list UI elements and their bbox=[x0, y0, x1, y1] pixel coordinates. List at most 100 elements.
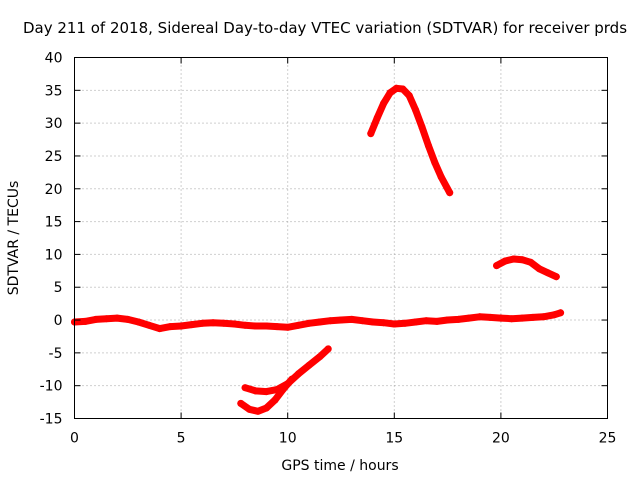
data-point bbox=[177, 322, 185, 330]
data-point bbox=[81, 317, 89, 325]
data-point bbox=[294, 321, 302, 329]
y-tick-label: 15 bbox=[45, 215, 63, 231]
data-point bbox=[431, 159, 439, 166]
data-point bbox=[552, 273, 560, 281]
data-point bbox=[493, 262, 501, 270]
data-point bbox=[497, 314, 505, 322]
data-point bbox=[527, 258, 535, 266]
x-tick-label: 15 bbox=[385, 431, 403, 447]
y-tick-label: 5 bbox=[54, 280, 63, 296]
data-point bbox=[198, 319, 206, 327]
data-point bbox=[518, 314, 526, 322]
data-point bbox=[405, 92, 413, 100]
x-axis-label: GPS time / hours bbox=[281, 458, 398, 474]
data-point bbox=[284, 323, 292, 331]
data-series bbox=[71, 84, 565, 415]
grid-lines bbox=[74, 57, 608, 419]
y-tick-label: 20 bbox=[45, 182, 63, 198]
data-point bbox=[92, 315, 100, 323]
data-point bbox=[422, 317, 430, 325]
data-point bbox=[510, 255, 518, 263]
chart-title: Day 211 of 2018, Sidereal Day-to-day VTE… bbox=[23, 19, 627, 37]
data-point bbox=[424, 142, 432, 149]
data-point bbox=[324, 345, 332, 353]
data-point bbox=[273, 323, 281, 331]
data-point bbox=[237, 399, 245, 407]
data-point bbox=[348, 315, 356, 323]
data-point bbox=[535, 265, 543, 273]
data-point bbox=[476, 313, 484, 321]
data-point bbox=[412, 318, 420, 326]
data-point bbox=[252, 387, 260, 395]
data-point bbox=[220, 319, 228, 327]
data-point bbox=[337, 316, 345, 324]
data-point bbox=[369, 318, 377, 326]
data-point bbox=[188, 321, 196, 329]
data-point bbox=[156, 325, 164, 333]
data-point bbox=[316, 353, 324, 361]
data-point bbox=[437, 173, 445, 181]
data-point bbox=[544, 269, 552, 277]
x-tick-label: 10 bbox=[279, 431, 297, 447]
data-point bbox=[326, 317, 334, 325]
data-point bbox=[380, 319, 388, 327]
x-tick-label: 5 bbox=[177, 431, 186, 447]
data-point bbox=[209, 319, 217, 327]
data-point bbox=[399, 85, 407, 93]
y-tick-label: -5 bbox=[49, 346, 63, 362]
plot-frame bbox=[74, 57, 608, 419]
data-point bbox=[501, 257, 509, 265]
data-point bbox=[241, 384, 249, 392]
data-point bbox=[508, 315, 516, 323]
data-point bbox=[103, 315, 110, 323]
data-point bbox=[465, 314, 473, 322]
data-point bbox=[166, 323, 174, 331]
data-point bbox=[241, 321, 249, 329]
data-point bbox=[262, 388, 270, 396]
y-axis-label: SDTVAR / TECUs bbox=[6, 181, 22, 296]
data-point bbox=[316, 318, 324, 326]
data-point bbox=[390, 320, 398, 328]
data-point bbox=[271, 396, 279, 404]
data-point bbox=[262, 322, 270, 330]
y-tick-label: 10 bbox=[45, 247, 63, 263]
data-point bbox=[358, 317, 366, 325]
data-point bbox=[518, 256, 526, 264]
data-point bbox=[392, 84, 400, 92]
data-point bbox=[305, 319, 313, 327]
data-point bbox=[418, 123, 426, 131]
data-point bbox=[540, 313, 547, 321]
data-point bbox=[252, 322, 260, 330]
data-point bbox=[262, 404, 270, 412]
data-point bbox=[279, 385, 287, 393]
data-point bbox=[444, 316, 452, 324]
data-point bbox=[373, 114, 381, 122]
data-point bbox=[230, 320, 238, 328]
data-point bbox=[135, 318, 142, 326]
y-tick-label: 0 bbox=[54, 313, 63, 329]
y-tick-label: -10 bbox=[40, 379, 63, 395]
data-point bbox=[557, 309, 565, 317]
data-point bbox=[550, 311, 558, 319]
data-point bbox=[454, 315, 462, 323]
data-point bbox=[124, 315, 132, 323]
data-point bbox=[367, 130, 375, 138]
y-tick-label: 35 bbox=[45, 83, 63, 99]
data-point bbox=[145, 321, 153, 329]
data-point bbox=[486, 313, 494, 321]
data-point bbox=[380, 99, 388, 107]
x-tick-label: 25 bbox=[599, 431, 617, 447]
data-point bbox=[294, 370, 302, 378]
axis-ticks: 0 5 10 15 20 25 -15 -10 -5 0 5 10 15 20 25 30 35 40 bbox=[40, 51, 617, 447]
y-tick-label: 30 bbox=[45, 116, 63, 132]
y-tick-label: 40 bbox=[45, 51, 63, 67]
data-point bbox=[529, 313, 537, 321]
data-point bbox=[305, 361, 313, 369]
data-point bbox=[446, 189, 454, 197]
data-point bbox=[386, 89, 394, 97]
data-point bbox=[245, 405, 253, 413]
data-point bbox=[254, 407, 262, 415]
y-tick-label: 25 bbox=[45, 149, 63, 165]
data-point bbox=[412, 106, 420, 114]
